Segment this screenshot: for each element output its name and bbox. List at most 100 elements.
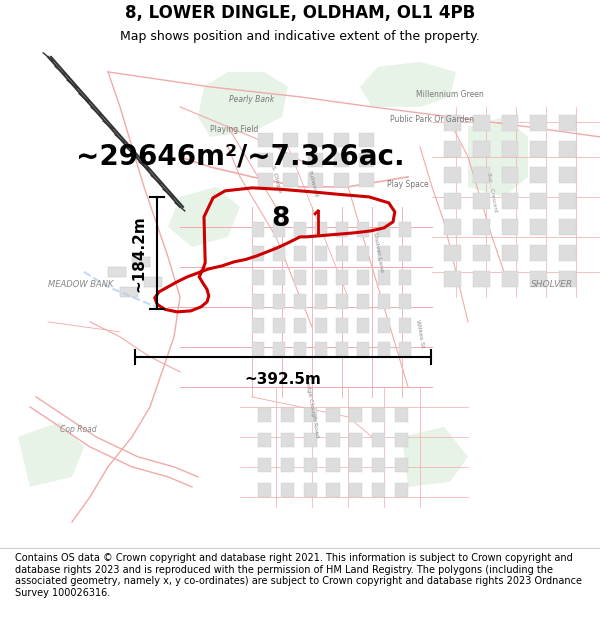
Bar <box>473 167 490 183</box>
Bar <box>502 141 518 157</box>
Bar <box>273 294 285 309</box>
Bar <box>378 318 390 333</box>
Bar <box>273 246 285 261</box>
Bar <box>258 133 273 147</box>
Bar <box>399 222 411 237</box>
Bar <box>281 483 294 497</box>
Bar <box>559 193 576 209</box>
Bar <box>273 342 285 357</box>
Bar <box>108 267 126 277</box>
Bar <box>502 115 518 131</box>
Bar <box>372 408 385 422</box>
Text: ~392.5m: ~392.5m <box>244 372 322 387</box>
Bar <box>530 245 547 261</box>
Bar <box>357 270 369 285</box>
Bar <box>378 294 390 309</box>
Bar <box>502 193 518 209</box>
Bar <box>336 246 348 261</box>
Text: Bur... Crescent: Bur... Crescent <box>486 173 498 213</box>
Text: SHOLVER: SHOLVER <box>531 280 573 289</box>
Bar <box>281 433 294 447</box>
Text: Lodge Clough Road: Lodge Clough Road <box>304 377 320 438</box>
Bar <box>473 141 490 157</box>
Bar <box>315 222 327 237</box>
Bar <box>473 245 490 261</box>
Bar <box>444 115 461 131</box>
Bar <box>399 318 411 333</box>
Text: Wilkes St: Wilkes St <box>415 319 425 348</box>
Bar <box>258 173 273 187</box>
Bar <box>326 408 340 422</box>
Bar <box>357 294 369 309</box>
Bar <box>378 246 390 261</box>
Text: Public Park Or Garden: Public Park Or Garden <box>390 115 474 124</box>
Polygon shape <box>468 117 528 197</box>
Text: Pearly Bank: Pearly Bank <box>229 95 275 104</box>
Bar <box>399 342 411 357</box>
Bar <box>444 193 461 209</box>
Text: S. Dingle: S. Dingle <box>270 164 282 193</box>
Bar <box>315 318 327 333</box>
Bar <box>144 277 162 287</box>
Bar <box>315 294 327 309</box>
Bar <box>378 342 390 357</box>
Bar <box>336 222 348 237</box>
Bar <box>530 141 547 157</box>
Text: Playing Field: Playing Field <box>210 125 258 134</box>
Bar <box>132 257 150 267</box>
Polygon shape <box>198 72 288 137</box>
Bar <box>304 458 317 472</box>
Bar <box>336 270 348 285</box>
Bar <box>444 141 461 157</box>
Bar <box>530 115 547 131</box>
Bar <box>294 342 306 357</box>
Bar <box>334 153 349 167</box>
Bar <box>559 219 576 235</box>
Text: ~29646m²/~7.326ac.: ~29646m²/~7.326ac. <box>76 143 404 171</box>
Bar <box>283 173 298 187</box>
Bar <box>359 153 374 167</box>
Bar <box>252 246 264 261</box>
Bar <box>444 167 461 183</box>
Bar <box>395 408 408 422</box>
Bar <box>502 219 518 235</box>
Bar <box>359 133 374 147</box>
Bar <box>372 458 385 472</box>
Bar <box>304 408 317 422</box>
Text: Map shows position and indicative extent of the property.: Map shows position and indicative extent… <box>120 30 480 43</box>
Bar <box>444 219 461 235</box>
Bar <box>283 153 298 167</box>
Text: MEADOW BANK: MEADOW BANK <box>48 280 113 289</box>
Bar <box>473 219 490 235</box>
Bar <box>281 458 294 472</box>
Bar <box>304 483 317 497</box>
Bar <box>349 483 362 497</box>
Bar <box>399 270 411 285</box>
Bar <box>395 483 408 497</box>
Bar <box>502 245 518 261</box>
Bar <box>336 318 348 333</box>
Bar <box>326 483 340 497</box>
Bar <box>502 167 518 183</box>
Bar <box>120 287 138 297</box>
Bar <box>273 270 285 285</box>
Bar <box>308 153 323 167</box>
Text: Millennium Green: Millennium Green <box>416 90 484 99</box>
Bar <box>252 222 264 237</box>
Bar <box>559 271 576 287</box>
Polygon shape <box>168 187 240 247</box>
Bar <box>258 483 271 497</box>
Bar <box>349 433 362 447</box>
Bar <box>372 483 385 497</box>
Text: ~184.2m: ~184.2m <box>131 215 146 291</box>
Bar <box>315 342 327 357</box>
Bar <box>252 270 264 285</box>
Bar <box>502 271 518 287</box>
Bar <box>308 173 323 187</box>
Bar <box>334 173 349 187</box>
Bar <box>252 318 264 333</box>
Bar <box>252 294 264 309</box>
Bar <box>294 222 306 237</box>
Polygon shape <box>360 62 456 107</box>
Bar <box>336 294 348 309</box>
